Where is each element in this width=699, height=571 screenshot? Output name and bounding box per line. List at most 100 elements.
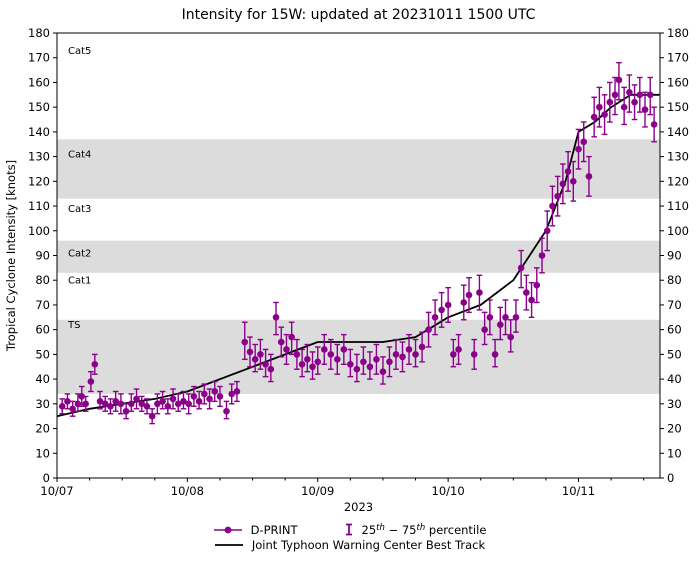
data-point [347,348,354,378]
data-point [78,385,86,408]
data-point [298,348,306,378]
svg-text:50: 50 [35,347,50,361]
data-point [543,210,551,252]
data-point [491,338,499,368]
data-point [309,351,316,380]
data-point [554,175,561,217]
data-point [159,390,166,410]
data-point [641,91,649,128]
svg-text:10/07: 10/07 [40,484,73,498]
data-point [626,74,633,113]
data-point [450,338,457,368]
data-point [201,383,208,405]
data-point [596,86,603,128]
svg-text:120: 120 [28,174,50,188]
svg-text:60: 60 [667,323,682,337]
data-point [412,338,419,368]
data-point [128,393,135,412]
data-point [418,331,426,363]
svg-text:110: 110 [28,199,50,213]
x-axis-year-label: 2023 [344,500,373,514]
data-point [180,390,187,410]
svg-text:70: 70 [667,298,682,312]
data-point [96,390,104,410]
svg-text:10: 10 [667,446,682,460]
data-point [569,160,577,202]
data-point [257,338,264,370]
data-point [262,348,269,378]
svg-text:160: 160 [667,75,689,89]
svg-text:0: 0 [667,471,674,485]
data-point [455,333,462,365]
data-point [523,274,530,311]
data-point [615,61,623,101]
y-axis-label: Tropical Cyclone Intensity [knots] [4,160,18,352]
svg-text:140: 140 [667,125,689,139]
data-point [185,393,192,415]
dprint-marker-icon [213,526,242,533]
data-point [538,237,546,274]
svg-text:80: 80 [667,273,682,287]
svg-text:80: 80 [35,273,50,287]
besttrack-line-icon [214,544,243,546]
data-point [636,76,644,113]
svg-text:20: 20 [35,422,50,436]
legend-entry-besttrack: Joint Typhoon Warning Center Best Track [214,538,485,552]
data-point [164,398,172,415]
data-point [267,353,275,383]
intensity-plot: Cat5 Cat4 Cat3 Cat2 Cat1 TS 0 0 10 10 20 20 30 30 40 40… [4,26,689,514]
data-point [606,81,614,123]
data-point [148,408,156,425]
band-label-cat5: Cat5 [68,46,91,57]
data-point [190,385,198,408]
data-point [379,356,387,385]
svg-text:90: 90 [35,249,50,263]
data-point [631,84,638,121]
data-point [246,336,254,368]
data-point [133,388,140,410]
svg-text:70: 70 [35,298,50,312]
data-point [251,343,259,373]
data-point [314,346,322,375]
svg-text:120: 120 [667,174,689,188]
legend-row-1: D-PRINT 25th − 75th percentile [213,522,486,537]
data-point [206,388,213,410]
data-point [143,398,151,415]
svg-text:140: 140 [28,125,50,139]
svg-text:40: 40 [35,372,50,386]
data-point [69,400,76,417]
data-point [233,380,241,403]
legend-row-2: Joint Typhoon Warning Center Best Track [214,538,485,552]
data-point [293,338,301,370]
data-point [216,385,224,408]
data-point [611,76,619,116]
data-point [392,338,400,370]
svg-text:170: 170 [28,51,50,65]
svg-text:10/09: 10/09 [301,484,334,498]
svg-text:10/11: 10/11 [562,484,595,498]
data-point [360,346,367,375]
data-point [460,284,468,321]
svg-text:90: 90 [667,249,682,263]
data-point [405,333,413,365]
band-cat2 [57,240,660,273]
svg-text:10/08: 10/08 [171,484,204,498]
chart-legend: D-PRINT 25th − 75th percentile Joint Typ… [0,522,699,552]
svg-text:100: 100 [28,224,50,238]
legend-label-dprint: D-PRINT [250,522,298,537]
data-point [353,353,361,383]
svg-text:110: 110 [667,199,689,213]
svg-text:130: 130 [667,150,689,164]
svg-text:160: 160 [28,75,50,89]
data-point [650,106,658,143]
data-point [340,333,348,365]
svg-text:10/10: 10/10 [432,484,465,498]
data-point [481,311,488,346]
svg-text:0: 0 [43,471,50,485]
svg-text:180: 180 [28,26,50,40]
data-point [564,150,572,192]
data-point [87,370,95,393]
data-point [438,291,445,328]
data-point [366,351,374,380]
